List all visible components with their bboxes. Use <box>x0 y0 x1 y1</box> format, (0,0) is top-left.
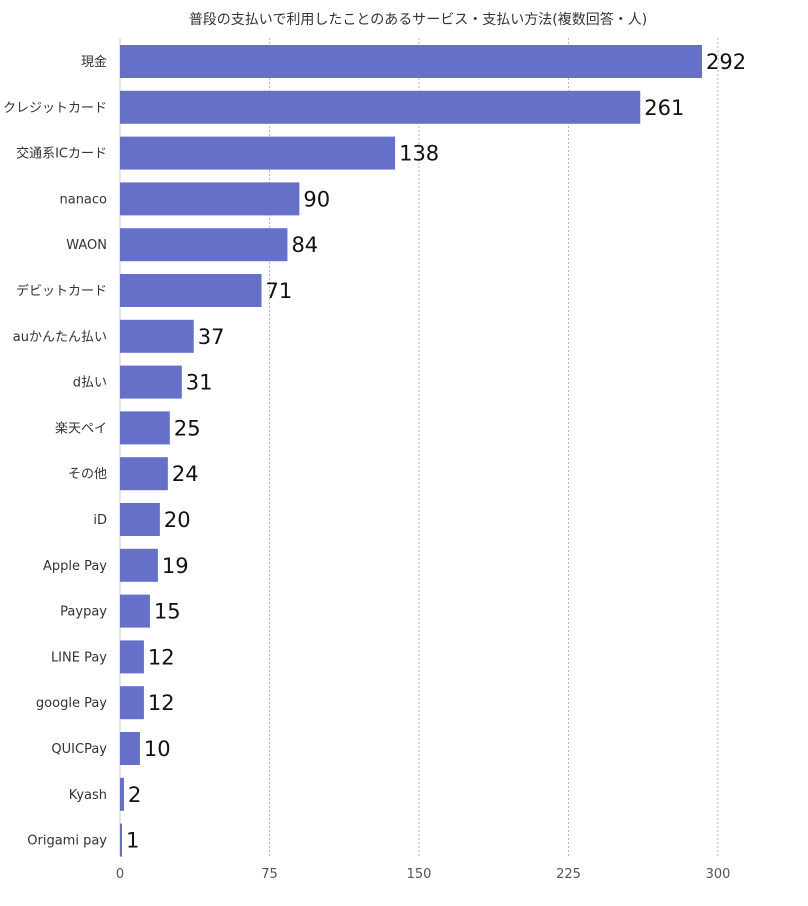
x-tick-label: 0 <box>116 867 124 882</box>
value-label: 24 <box>172 462 199 486</box>
bar <box>120 686 144 720</box>
bar <box>120 503 160 536</box>
category-label: google Pay <box>36 696 107 711</box>
value-label: 84 <box>291 233 318 257</box>
bar <box>120 640 144 674</box>
category-label: クレジットカード <box>3 101 107 116</box>
bar <box>120 732 140 765</box>
category-label: Origami pay <box>27 834 107 849</box>
x-tick-label: 300 <box>706 867 731 882</box>
value-label: 1 <box>126 829 139 853</box>
x-tick-label: 75 <box>261 867 278 882</box>
category-label: d払い <box>73 376 107 391</box>
value-label: 12 <box>148 691 175 715</box>
value-label: 37 <box>198 325 225 349</box>
x-tick-label: 150 <box>407 867 432 882</box>
value-label: 31 <box>186 371 213 395</box>
category-label: 現金 <box>81 54 107 70</box>
category-label: その他 <box>68 467 107 482</box>
bar <box>120 228 288 262</box>
category-label: auかんたん払い <box>13 330 107 345</box>
value-label: 90 <box>303 187 330 211</box>
bar <box>120 823 122 857</box>
bar <box>120 45 703 78</box>
category-label: 楽天ペイ <box>55 420 107 436</box>
bar <box>120 136 396 170</box>
value-label: 20 <box>164 508 191 532</box>
value-label: 15 <box>154 600 181 624</box>
bar <box>120 90 641 124</box>
bar <box>120 274 262 307</box>
bar <box>120 319 194 353</box>
chart-title: 普段の支払いで利用したことのあるサービス・支払い方法(複数回答・人) <box>189 11 647 28</box>
value-label: 2 <box>128 783 141 807</box>
category-label: 交通系ICカード <box>16 146 107 162</box>
category-label: LINE Pay <box>51 650 107 665</box>
category-label: Kyash <box>69 788 107 803</box>
bar <box>120 182 300 216</box>
value-label: 71 <box>266 279 293 303</box>
bar <box>120 548 158 582</box>
category-label: デビットカード <box>16 283 107 299</box>
value-label: 19 <box>162 554 189 578</box>
value-label: 12 <box>148 645 175 669</box>
x-axis-ticks: 0 75 150 225 300 <box>116 867 731 882</box>
category-label: QUICPay <box>51 742 107 757</box>
bar <box>120 411 170 445</box>
gridlines <box>119 38 719 856</box>
x-tick-label: 225 <box>556 867 581 882</box>
value-label: 10 <box>144 737 171 761</box>
bar <box>120 457 168 491</box>
category-label: WAON <box>66 238 107 253</box>
bar <box>120 365 182 399</box>
category-label: iD <box>93 513 107 528</box>
bars <box>120 45 703 857</box>
value-label: 261 <box>644 96 684 120</box>
value-labels: 292 261 138 90 84 71 37 31 25 24 20 19 15 12 12 102 1 <box>126 50 746 853</box>
category-label: nanaco <box>59 192 107 207</box>
category-label: Paypay <box>60 605 107 620</box>
value-label: 292 <box>706 50 746 74</box>
value-label: 25 <box>174 416 201 440</box>
bar <box>120 594 150 628</box>
category-label: Apple Pay <box>43 559 107 574</box>
bar <box>120 777 124 811</box>
value-label: 138 <box>399 142 439 166</box>
